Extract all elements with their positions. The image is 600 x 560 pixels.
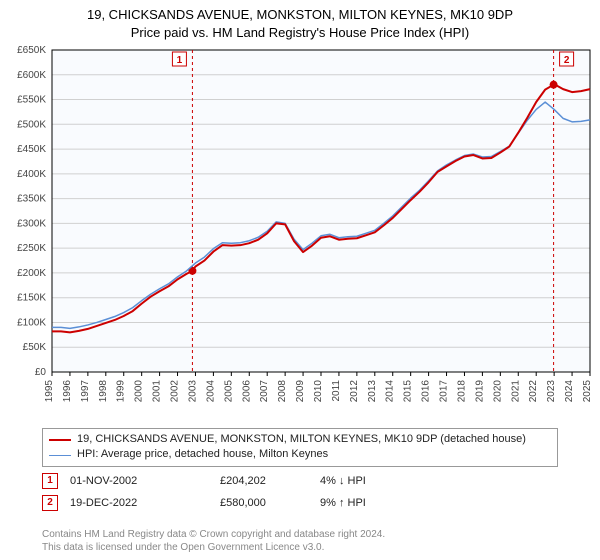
x-tick-label: 2004 — [205, 380, 216, 403]
y-tick-label: £200K — [17, 268, 46, 279]
x-tick-label: 2023 — [546, 380, 557, 403]
x-tick-label: 2015 — [403, 380, 414, 403]
x-tick-label: 1996 — [62, 380, 73, 403]
sale-row: 2 19-DEC-2022£580,0009% ↑ HPI — [42, 492, 558, 514]
title-area: 19, CHICKSANDS AVENUE, MONKSTON, MILTON … — [0, 0, 600, 41]
x-tick-label: 2012 — [349, 380, 360, 403]
x-tick-label: 1997 — [80, 380, 91, 403]
x-tick-label: 2013 — [367, 380, 378, 403]
x-tick-label: 2007 — [259, 380, 270, 403]
sale-date: 19-DEC-2022 — [70, 497, 220, 509]
y-tick-label: £550K — [17, 95, 46, 106]
title-line-2: Price paid vs. HM Land Registry's House … — [0, 24, 600, 42]
y-tick-label: £50K — [23, 342, 47, 353]
x-tick-label: 2000 — [134, 380, 145, 403]
sale-marker-box: 1 — [42, 473, 58, 489]
title-line-1: 19, CHICKSANDS AVENUE, MONKSTON, MILTON … — [0, 6, 600, 24]
sales-table: 1 01-NOV-2002£204,2024% ↓ HPI 2 19-DEC-2022… — [42, 470, 558, 514]
x-tick-label: 1998 — [98, 380, 109, 403]
y-tick-label: £150K — [17, 293, 46, 304]
legend-swatch — [49, 455, 71, 456]
chart: £0 £50K £100K £150K £200K £250K £300K £350K £400… — [0, 42, 600, 422]
x-tick-label: 2006 — [241, 380, 252, 403]
x-tick-label: 2008 — [277, 380, 288, 403]
sale-marker-number: 2 — [564, 55, 570, 66]
y-tick-label: £0 — [35, 367, 47, 378]
sale-delta: 4% ↓ HPI — [320, 475, 440, 487]
x-tick-label: 2024 — [564, 380, 575, 403]
x-tick-label: 1999 — [116, 380, 127, 403]
x-tick-label: 2020 — [492, 380, 503, 403]
x-tick-label: 2009 — [295, 380, 306, 403]
x-tick-label: 2003 — [187, 380, 198, 403]
y-tick-label: £300K — [17, 218, 46, 229]
x-tick-label: 2022 — [528, 380, 539, 403]
chart-svg: £0 £50K £100K £150K £200K £250K £300K £350K £400… — [0, 42, 600, 422]
sale-price: £204,202 — [220, 475, 320, 487]
y-tick-label: £100K — [17, 317, 46, 328]
legend-box: 19, CHICKSANDS AVENUE, MONKSTON, MILTON … — [42, 428, 558, 467]
x-tick-label: 2005 — [223, 380, 234, 403]
y-tick-label: £350K — [17, 194, 46, 205]
x-tick-label: 2002 — [170, 380, 181, 403]
y-tick-label: £500K — [17, 119, 46, 130]
legend-label: HPI: Average price, detached house, Milt… — [77, 447, 328, 462]
x-tick-label: 2017 — [439, 380, 450, 403]
x-tick-label: 2001 — [152, 380, 163, 403]
legend-row: 19, CHICKSANDS AVENUE, MONKSTON, MILTON … — [49, 432, 551, 447]
x-tick-label: 2018 — [456, 380, 467, 403]
y-tick-label: £600K — [17, 70, 46, 81]
sale-marker-number: 1 — [177, 55, 183, 66]
y-tick-label: £650K — [17, 45, 46, 56]
x-tick-label: 2021 — [510, 380, 521, 403]
x-tick-label: 2016 — [421, 380, 432, 403]
y-tick-label: £250K — [17, 243, 46, 254]
y-tick-label: £450K — [17, 144, 46, 155]
footer-line-2: This data is licensed under the Open Gov… — [42, 541, 385, 554]
legend-label: 19, CHICKSANDS AVENUE, MONKSTON, MILTON … — [77, 432, 526, 447]
legend-swatch — [49, 439, 71, 441]
sale-date: 01-NOV-2002 — [70, 475, 220, 487]
sale-marker-box: 2 — [42, 495, 58, 511]
plot-background — [52, 50, 590, 372]
sale-price: £580,000 — [220, 497, 320, 509]
footer: Contains HM Land Registry data © Crown c… — [42, 528, 385, 554]
legend-row: HPI: Average price, detached house, Milt… — [49, 447, 551, 462]
sale-delta: 9% ↑ HPI — [320, 497, 440, 509]
y-tick-label: £400K — [17, 169, 46, 180]
x-tick-label: 2019 — [474, 380, 485, 403]
page-container: 19, CHICKSANDS AVENUE, MONKSTON, MILTON … — [0, 0, 600, 560]
x-tick-label: 2025 — [582, 380, 593, 403]
footer-line-1: Contains HM Land Registry data © Crown c… — [42, 528, 385, 541]
sale-row: 1 01-NOV-2002£204,2024% ↓ HPI — [42, 470, 558, 492]
x-tick-label: 1995 — [44, 380, 55, 403]
x-tick-label: 2010 — [313, 380, 324, 403]
x-tick-label: 2011 — [331, 380, 342, 402]
x-tick-label: 2014 — [385, 380, 396, 403]
